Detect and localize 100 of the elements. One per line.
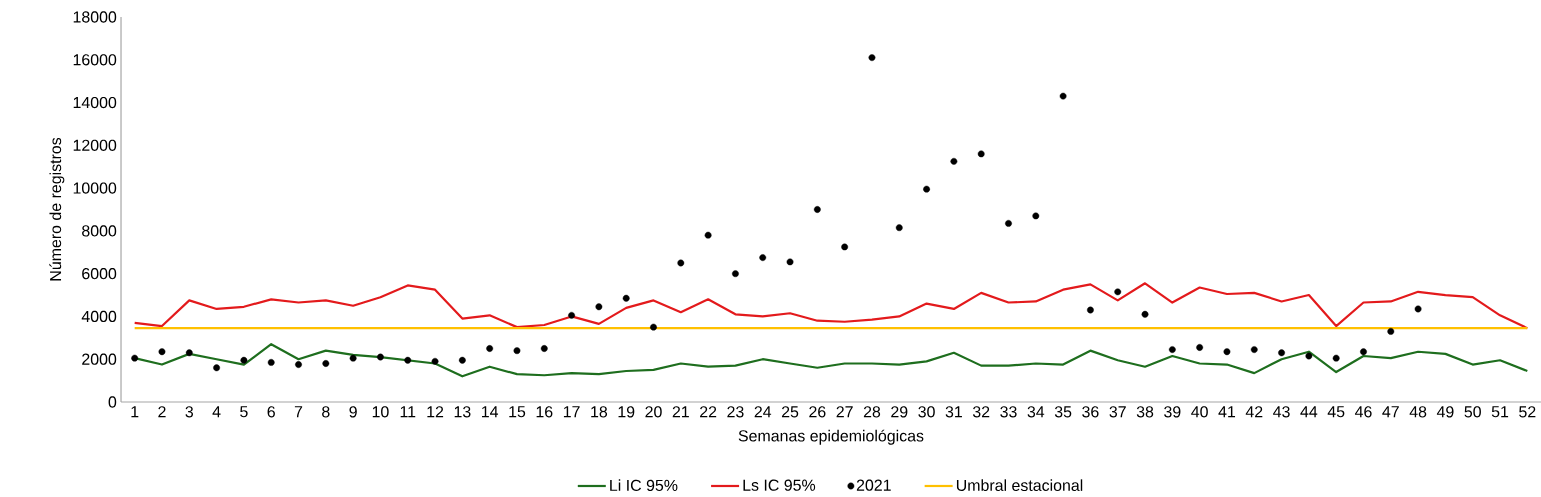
point xyxy=(349,354,357,362)
point xyxy=(622,294,630,302)
x-tick-label: 29 xyxy=(891,406,908,418)
point xyxy=(1168,346,1176,353)
y-tick-label: 10000 xyxy=(73,182,117,194)
x-tick-label: 32 xyxy=(972,406,990,418)
legend-label: Umbral estacional xyxy=(956,479,1083,492)
x-tick-label: 6 xyxy=(267,406,275,418)
x-tick-label: 10 xyxy=(372,406,389,418)
x-tick-label: 35 xyxy=(1054,406,1072,418)
x-tick-label: 45 xyxy=(1327,406,1345,418)
legend-label: Ls IC 95% xyxy=(743,479,816,491)
y-tick-label: 2000 xyxy=(82,353,117,365)
x-tick-label: 41 xyxy=(1218,406,1236,418)
point xyxy=(1223,348,1231,356)
point xyxy=(704,231,712,239)
x-tick-label: 25 xyxy=(781,406,799,418)
x-tick-label: 7 xyxy=(294,406,303,418)
x-tick-label: 33 xyxy=(1000,406,1017,418)
point xyxy=(240,356,248,364)
x-tick-label: 39 xyxy=(1164,406,1181,418)
point xyxy=(1250,346,1258,353)
line-series xyxy=(133,282,1529,330)
x-tick-label: 51 xyxy=(1491,406,1509,418)
point xyxy=(1141,310,1149,318)
x-tick-label: 28 xyxy=(863,406,881,418)
point xyxy=(267,359,275,366)
y-tick-label: 0 xyxy=(108,396,117,408)
point xyxy=(295,361,302,368)
point xyxy=(895,224,903,232)
x-tick-label: 13 xyxy=(454,406,471,418)
point xyxy=(813,206,821,213)
point xyxy=(1005,219,1012,227)
point xyxy=(158,348,166,356)
point xyxy=(513,347,521,355)
x-tick-label: 49 xyxy=(1436,406,1454,418)
x-tick-label: 34 xyxy=(1027,406,1045,418)
x-tick-label: 14 xyxy=(482,406,499,418)
x-tick-label: 3 xyxy=(185,406,194,418)
y-tick-label: 14000 xyxy=(73,96,117,109)
point xyxy=(458,356,466,364)
point xyxy=(759,254,767,262)
point xyxy=(650,323,657,331)
x-tick-label: 46 xyxy=(1354,406,1372,418)
point xyxy=(1387,328,1395,335)
x-tick-label: 50 xyxy=(1464,406,1481,418)
point xyxy=(841,243,849,251)
point xyxy=(131,354,139,362)
x-tick-label: 26 xyxy=(809,406,826,418)
point xyxy=(1414,305,1422,313)
x-tick-label: 30 xyxy=(918,406,935,418)
point xyxy=(950,157,958,165)
x-tick-label: 23 xyxy=(727,406,744,418)
legend-label: 2021 xyxy=(856,479,891,491)
x-tick-label: 31 xyxy=(945,406,962,418)
point xyxy=(322,360,330,367)
x-tick-label: 24 xyxy=(754,406,772,418)
point xyxy=(868,54,876,62)
point xyxy=(213,364,220,372)
x-tick-label: 40 xyxy=(1191,406,1208,418)
y-tick-label: 18000 xyxy=(73,11,117,23)
y-tick-label: 4000 xyxy=(81,310,117,323)
x-tick-label: 11 xyxy=(400,406,416,418)
point xyxy=(1059,92,1067,100)
point xyxy=(1332,354,1340,362)
x-tick-label: 52 xyxy=(1519,406,1536,418)
point xyxy=(431,357,439,365)
x-tick-label: 12 xyxy=(427,406,444,418)
point xyxy=(923,185,930,193)
point xyxy=(404,356,412,364)
x-tick-label: 37 xyxy=(1109,406,1126,418)
point xyxy=(185,349,193,357)
point xyxy=(568,311,575,319)
x-tick-label: 21 xyxy=(672,406,689,418)
x-tick-label: 47 xyxy=(1382,406,1399,418)
point xyxy=(1360,348,1367,356)
y-tick-label: 16000 xyxy=(73,54,117,66)
x-tick-label: 8 xyxy=(322,406,330,418)
y-tick-label: 8000 xyxy=(82,225,117,237)
x-tick-label: 19 xyxy=(618,406,635,418)
point xyxy=(595,303,603,311)
point xyxy=(1087,306,1094,314)
point xyxy=(486,345,494,352)
x-tick-label: 38 xyxy=(1136,406,1154,418)
x-tick-label: 9 xyxy=(349,406,357,418)
x-tick-label: 16 xyxy=(536,406,553,418)
x-tick-label: 15 xyxy=(509,406,526,418)
point xyxy=(1114,288,1122,296)
point xyxy=(377,353,384,361)
x-tick-label: 22 xyxy=(700,406,717,418)
x-tick-label: 18 xyxy=(591,406,608,418)
x-tick-label: 1 xyxy=(131,406,139,418)
point xyxy=(732,270,739,278)
x-tick-label: 44 xyxy=(1300,406,1318,418)
x-tick-label: 27 xyxy=(836,406,853,418)
point xyxy=(1305,352,1313,360)
point xyxy=(1196,344,1204,351)
x-tick-label: 42 xyxy=(1245,406,1263,418)
point xyxy=(1278,349,1285,357)
x-tick-label: 43 xyxy=(1273,406,1290,418)
